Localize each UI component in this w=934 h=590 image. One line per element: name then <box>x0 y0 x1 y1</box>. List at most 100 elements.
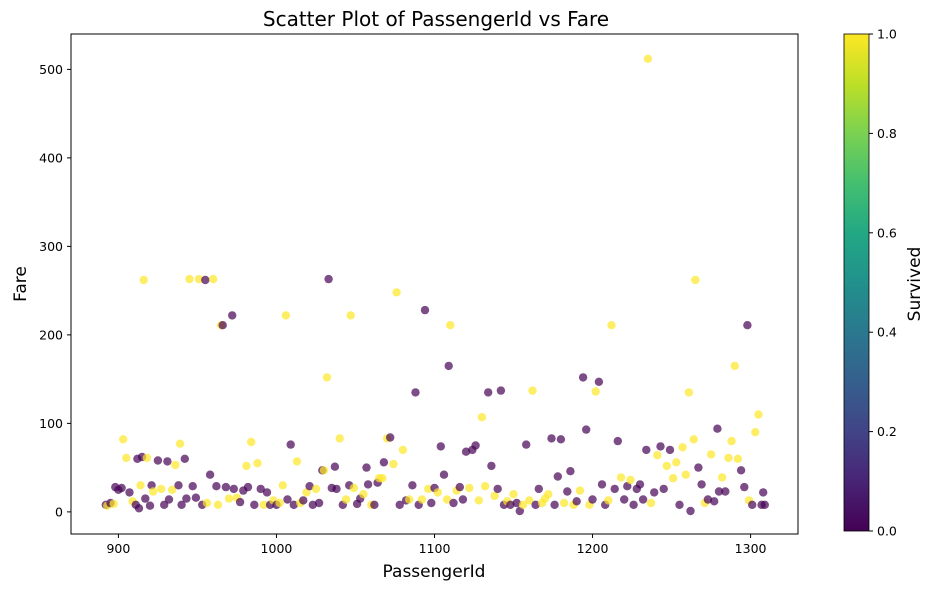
data-point <box>681 470 690 479</box>
data-point <box>332 484 341 494</box>
data-point <box>556 435 566 444</box>
data-point <box>194 274 204 284</box>
data-point <box>531 500 540 509</box>
data-point <box>145 501 155 510</box>
data-point <box>256 484 265 494</box>
data-point <box>142 453 152 463</box>
data-point <box>724 453 733 463</box>
colorbar-tick-label: 0.8 <box>877 126 897 141</box>
y-tick-label: 100 <box>39 416 63 431</box>
data-point <box>221 482 231 492</box>
data-point <box>626 475 635 485</box>
data-point <box>163 457 172 466</box>
data-point <box>662 461 671 471</box>
data-point <box>212 482 221 491</box>
data-points <box>101 54 769 516</box>
data-point <box>759 488 768 497</box>
data-point <box>471 441 480 450</box>
data-point <box>205 470 215 479</box>
data-point <box>642 445 651 455</box>
data-point <box>182 494 191 503</box>
data-point <box>455 482 464 492</box>
data-point <box>302 488 311 497</box>
data-point <box>706 450 716 459</box>
data-point <box>424 484 433 494</box>
data-point <box>490 491 499 501</box>
data-point <box>185 274 194 284</box>
data-point <box>386 433 395 442</box>
data-point <box>289 500 298 509</box>
data-point <box>544 490 553 499</box>
colorbar-tick-label: 0.6 <box>877 225 897 240</box>
data-point <box>228 311 237 320</box>
data-point <box>180 454 189 463</box>
data-point <box>717 473 727 482</box>
data-point <box>686 506 695 516</box>
y-axis-ticks: 0 100 200 300 400 500 <box>39 62 71 519</box>
data-point <box>420 305 430 315</box>
data-point <box>389 459 398 469</box>
data-point <box>638 495 648 504</box>
data-point <box>525 496 534 505</box>
data-point <box>156 484 166 494</box>
colorbar-frame <box>843 33 870 532</box>
y-axis-label: Fare <box>11 266 31 302</box>
data-point <box>522 440 531 449</box>
data-point <box>607 321 616 330</box>
data-point <box>202 498 212 508</box>
data-point <box>398 445 408 455</box>
colorbar-ticks: 0.0 0.2 0.4 0.6 0.8 1.0 <box>869 27 897 539</box>
data-point <box>465 483 474 493</box>
data-point <box>684 388 694 397</box>
data-point <box>480 482 490 491</box>
data-point <box>616 473 626 482</box>
data-point <box>665 445 675 455</box>
data-point <box>153 456 163 465</box>
data-point <box>623 482 632 491</box>
data-point <box>487 461 496 471</box>
data-point <box>305 482 314 491</box>
y-tick-label: 200 <box>39 327 63 342</box>
data-point <box>109 499 118 509</box>
data-point <box>379 458 389 467</box>
data-point <box>378 474 387 483</box>
data-point <box>760 500 769 509</box>
data-point <box>427 498 436 508</box>
x-tick-label: 1200 <box>577 541 609 556</box>
data-point <box>727 436 736 446</box>
data-point <box>474 496 483 505</box>
data-point <box>171 460 180 470</box>
data-point <box>659 484 668 494</box>
data-point <box>697 480 706 489</box>
chart-title: Scatter Plot of PassengerId vs Fare <box>263 7 609 31</box>
data-point <box>646 498 656 508</box>
data-point <box>743 321 752 330</box>
colorbar-tick-label: 0.2 <box>877 424 897 439</box>
data-point <box>563 487 572 496</box>
data-point <box>283 495 292 504</box>
data-point <box>341 495 351 504</box>
data-point <box>653 451 662 460</box>
data-point <box>243 482 253 492</box>
data-point <box>122 453 131 463</box>
data-point <box>395 500 404 509</box>
data-point <box>191 493 201 502</box>
data-point <box>247 437 256 447</box>
data-point <box>509 490 518 499</box>
data-point <box>224 494 234 503</box>
data-point <box>213 500 223 509</box>
data-point <box>433 488 442 497</box>
data-point <box>408 481 417 490</box>
data-point <box>362 463 371 472</box>
x-tick-label: 1000 <box>261 541 293 556</box>
data-point <box>370 500 379 509</box>
data-point <box>597 480 607 489</box>
data-point <box>136 481 145 490</box>
data-point <box>117 483 126 493</box>
colorbar-tick-label: 0.0 <box>877 524 897 539</box>
x-axis-label: PassengerId <box>383 562 486 582</box>
data-point <box>308 500 317 509</box>
plot-area-frame <box>70 33 799 535</box>
data-point <box>506 500 515 509</box>
data-point <box>672 458 681 467</box>
